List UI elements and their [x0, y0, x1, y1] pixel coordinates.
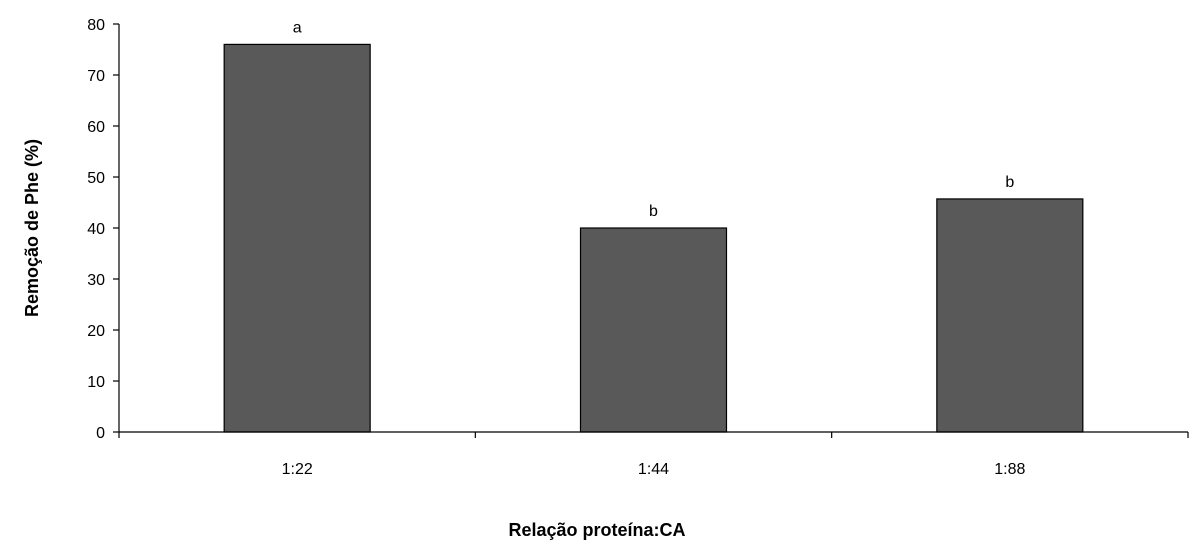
data-label: a: [293, 19, 302, 36]
y-tick-label: 30: [87, 272, 105, 289]
data-label: b: [1005, 174, 1014, 191]
data-label: b: [649, 203, 658, 220]
y-tick-label: 20: [87, 323, 105, 340]
data-labels: a b b: [293, 19, 1015, 220]
bar-1-22: [223, 43, 371, 433]
y-tick-label: 60: [87, 119, 105, 136]
y-tick-label: 10: [87, 374, 105, 391]
y-tick-label: 70: [87, 68, 105, 85]
y-tick-label: 80: [87, 17, 105, 34]
x-axis-title: Relação proteína:CA: [508, 520, 685, 540]
x-tick-label: 1:88: [994, 461, 1025, 478]
bar-1-88: [936, 198, 1084, 433]
y-tick-label: 40: [87, 221, 105, 238]
y-tick-label: 0: [96, 425, 105, 442]
x-tick-label: 1:44: [638, 461, 669, 478]
y-tick-label: 50: [87, 170, 105, 187]
y-ticks: 0 10 20 30 40 50 60 70 80: [87, 17, 119, 442]
x-ticks: 1:22 1:44 1:88: [118, 432, 1189, 478]
y-axis-title: Remoção de Phe (%): [22, 139, 42, 317]
bars: [223, 43, 1084, 433]
x-tick-label: 1:22: [282, 461, 313, 478]
bar-1-44: [579, 227, 728, 433]
